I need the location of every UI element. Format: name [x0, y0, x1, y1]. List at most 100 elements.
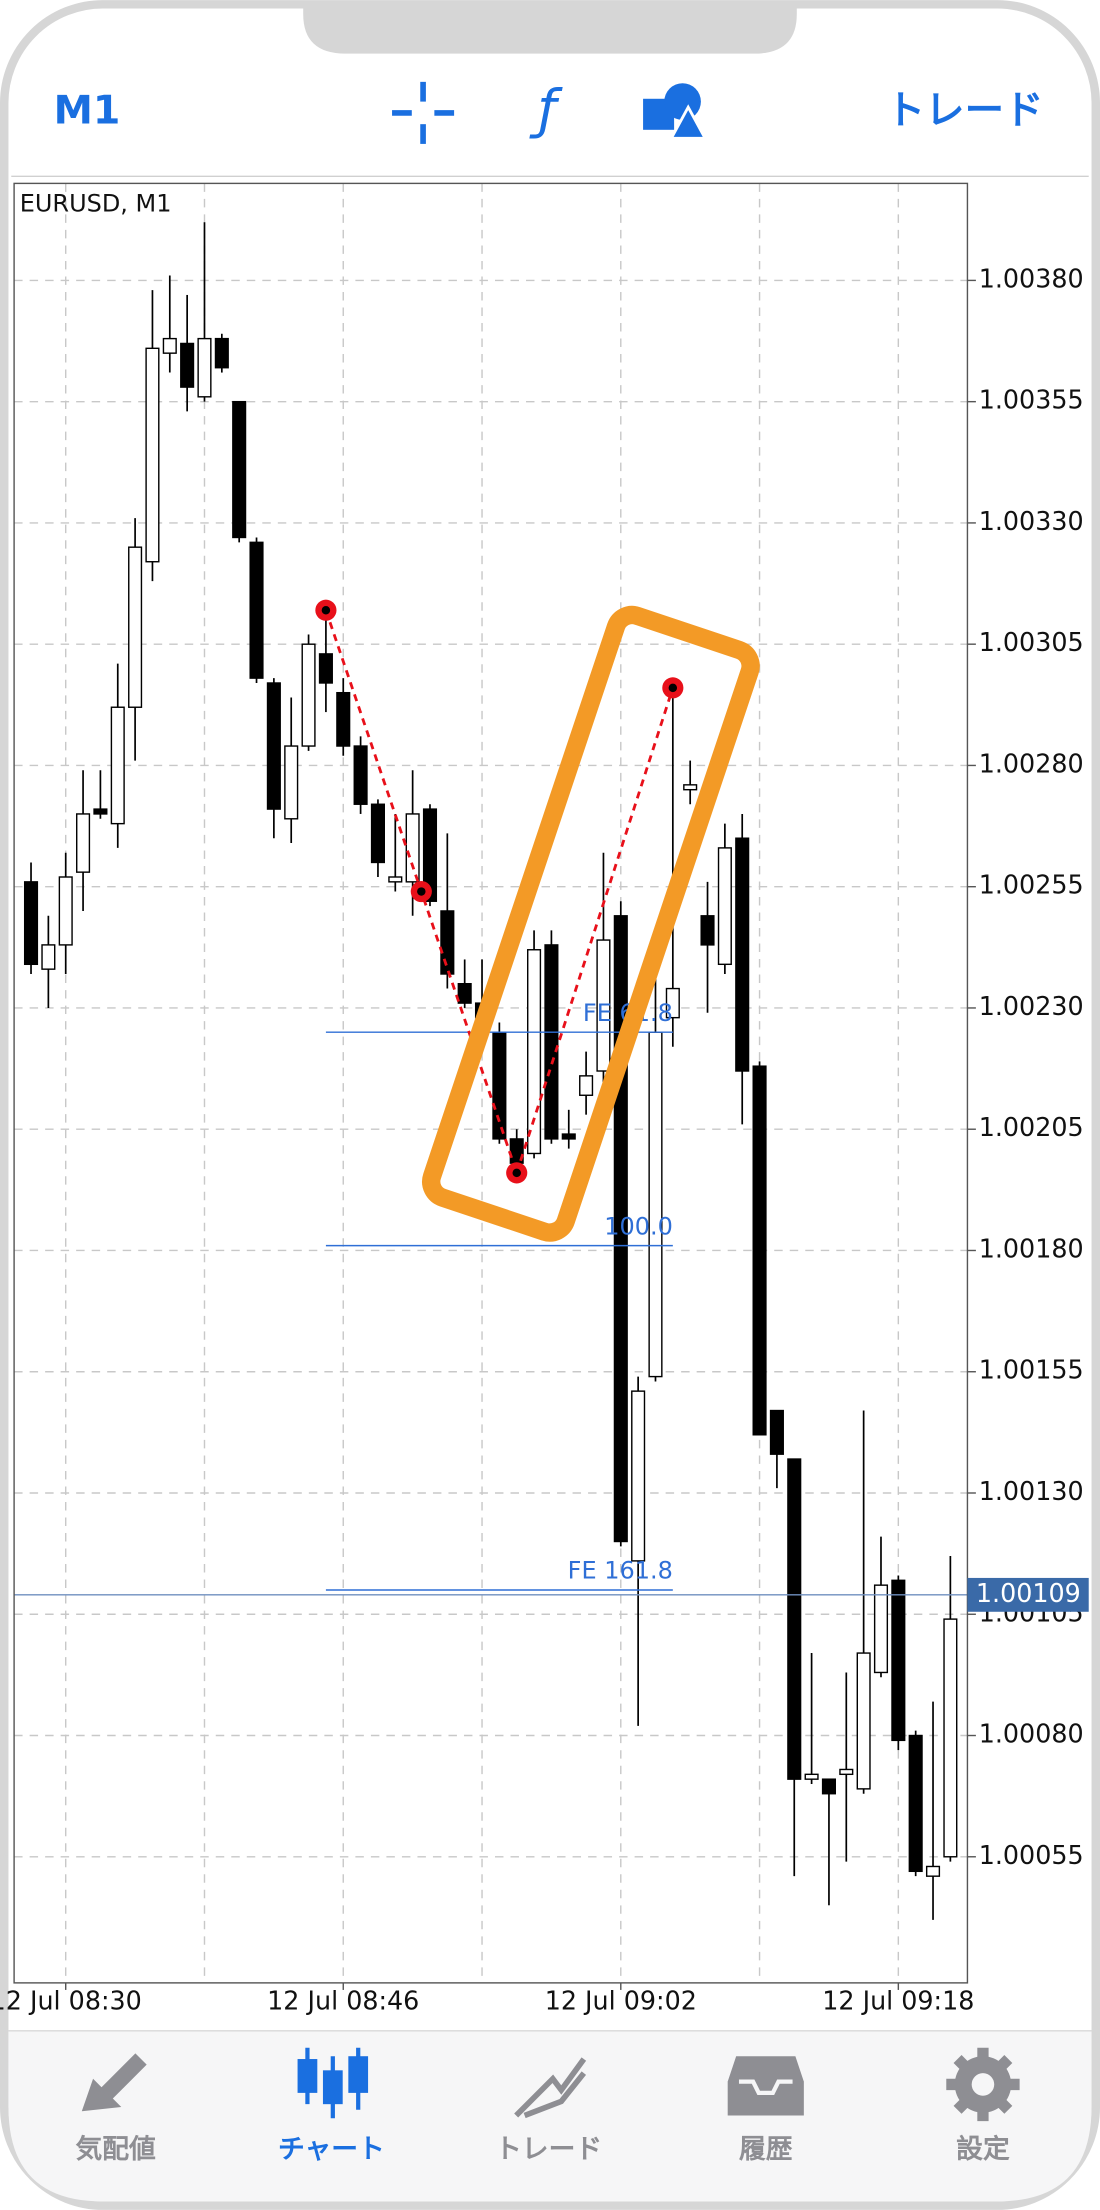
candle-body — [544, 944, 559, 1140]
candle-body — [856, 1652, 871, 1790]
candle-body — [93, 808, 108, 815]
candle-body — [266, 682, 281, 810]
fe-level-label: FE 161.8 — [568, 1557, 673, 1585]
y-tick-label: 1.00205 — [979, 1112, 1084, 1142]
candle-body — [492, 1031, 507, 1140]
trade-button[interactable]: トレード — [886, 87, 1044, 133]
candle-body — [527, 949, 542, 1155]
tab-label[interactable]: 設定 — [956, 2133, 1010, 2165]
candle-body — [162, 337, 177, 354]
timeframe-button[interactable]: M1 — [54, 87, 121, 133]
candle-body — [648, 1031, 663, 1378]
candle-body — [804, 1773, 819, 1780]
candle-body — [596, 939, 611, 1072]
candle-body — [579, 1075, 594, 1096]
candle-body — [23, 881, 39, 966]
candle-body — [683, 784, 698, 791]
candle-body — [440, 910, 455, 975]
y-tick-label: 1.00180 — [979, 1233, 1084, 1263]
y-tick-label: 1.00130 — [979, 1476, 1084, 1506]
candle-body — [717, 847, 732, 966]
y-tick-label: 1.00230 — [979, 991, 1084, 1021]
fe-point[interactable] — [506, 1162, 528, 1184]
notch — [303, 4, 797, 54]
fe-point-inner — [512, 1168, 521, 1178]
y-tick-label: 1.00380 — [979, 263, 1084, 293]
fe-point[interactable] — [315, 599, 337, 621]
candle-body — [318, 653, 333, 684]
candle-body — [197, 337, 212, 398]
current-price-label: 1.00109 — [976, 1578, 1081, 1608]
x-tick-label: 12 Jul 09:02 — [545, 1986, 697, 2016]
candle-body — [665, 987, 680, 1019]
candle-body — [110, 706, 125, 825]
candle-body — [41, 944, 56, 970]
fe-leg — [515, 687, 675, 1174]
current-price-box — [967, 1577, 1089, 1612]
y-tick-label: 1.00080 — [979, 1719, 1084, 1749]
candle-body — [301, 643, 316, 747]
tab-label[interactable]: トレード — [495, 2134, 602, 2165]
x-tick-label: 12 Jul 08:30 — [0, 1986, 142, 2016]
tab-label[interactable]: 履歴 — [739, 2134, 793, 2165]
y-tick-label: 1.00155 — [979, 1355, 1084, 1385]
fe-point-inner — [321, 605, 331, 615]
candle-body — [873, 1584, 889, 1674]
candle-body — [214, 337, 229, 369]
axes: 1.000551.000801.001051.001301.001551.001… — [0, 263, 1089, 2016]
candle-body — [58, 876, 73, 946]
fe-point-inner — [668, 683, 678, 693]
candle-body — [925, 1865, 941, 1877]
y-tick-label: 1.00355 — [979, 385, 1084, 415]
tab-bar — [8, 2030, 1092, 2202]
y-tick-label: 1.00055 — [979, 1840, 1084, 1870]
fe-point[interactable] — [662, 677, 684, 699]
candle-body — [249, 541, 264, 679]
candle-body — [839, 1768, 854, 1776]
candle-body — [752, 1065, 767, 1436]
candle-body — [232, 400, 247, 539]
crosshair-icon[interactable] — [392, 81, 455, 144]
candle-body — [908, 1734, 923, 1873]
candle-body — [943, 1618, 958, 1858]
tab-labels: 気配値 チャート トレード 履歴 設定 — [75, 2133, 1009, 2165]
tab-label[interactable]: 気配値 — [75, 2133, 156, 2165]
highlight-box — [422, 605, 760, 1242]
y-tick-label: 1.00330 — [979, 506, 1084, 536]
candle-body — [422, 808, 438, 902]
history-icon[interactable] — [727, 2056, 804, 2116]
tab-label[interactable]: チャート — [278, 2134, 385, 2165]
chart-icon[interactable] — [297, 2047, 369, 2119]
candle-body — [821, 1778, 836, 1795]
x-tick-label: 12 Jul 09:18 — [822, 1986, 974, 2016]
candle-body — [735, 837, 750, 1072]
chart-title: EURUSD, M1 — [20, 190, 172, 218]
candle-body — [631, 1390, 646, 1562]
candle-body — [769, 1409, 784, 1455]
candle-body — [405, 813, 420, 883]
candle-body — [891, 1579, 906, 1742]
candle-body — [388, 876, 403, 883]
fe-level-label: 100.0 — [604, 1212, 673, 1240]
candle-body — [561, 1133, 576, 1140]
candle-body — [336, 691, 351, 747]
plot-border — [13, 182, 969, 1984]
fe-point-inner — [417, 887, 426, 896]
objects-icon[interactable] — [643, 83, 708, 140]
y-tick-label: 1.00255 — [979, 870, 1084, 900]
quotes-icon[interactable] — [81, 2053, 147, 2112]
x-tick-label: 12 Jul 08:46 — [267, 1986, 419, 2016]
settings-icon[interactable] — [946, 2047, 1020, 2122]
y-tick-label: 1.00305 — [979, 627, 1084, 657]
candle-body — [180, 342, 195, 388]
candle-body — [145, 347, 160, 563]
fe-point[interactable] — [410, 880, 432, 903]
candles — [23, 222, 958, 1920]
y-tick-label: 1.00280 — [979, 748, 1084, 778]
candle-body — [370, 803, 385, 864]
candle-body — [700, 915, 715, 946]
trade-icon[interactable] — [514, 2057, 587, 2119]
candle-body — [128, 546, 143, 708]
